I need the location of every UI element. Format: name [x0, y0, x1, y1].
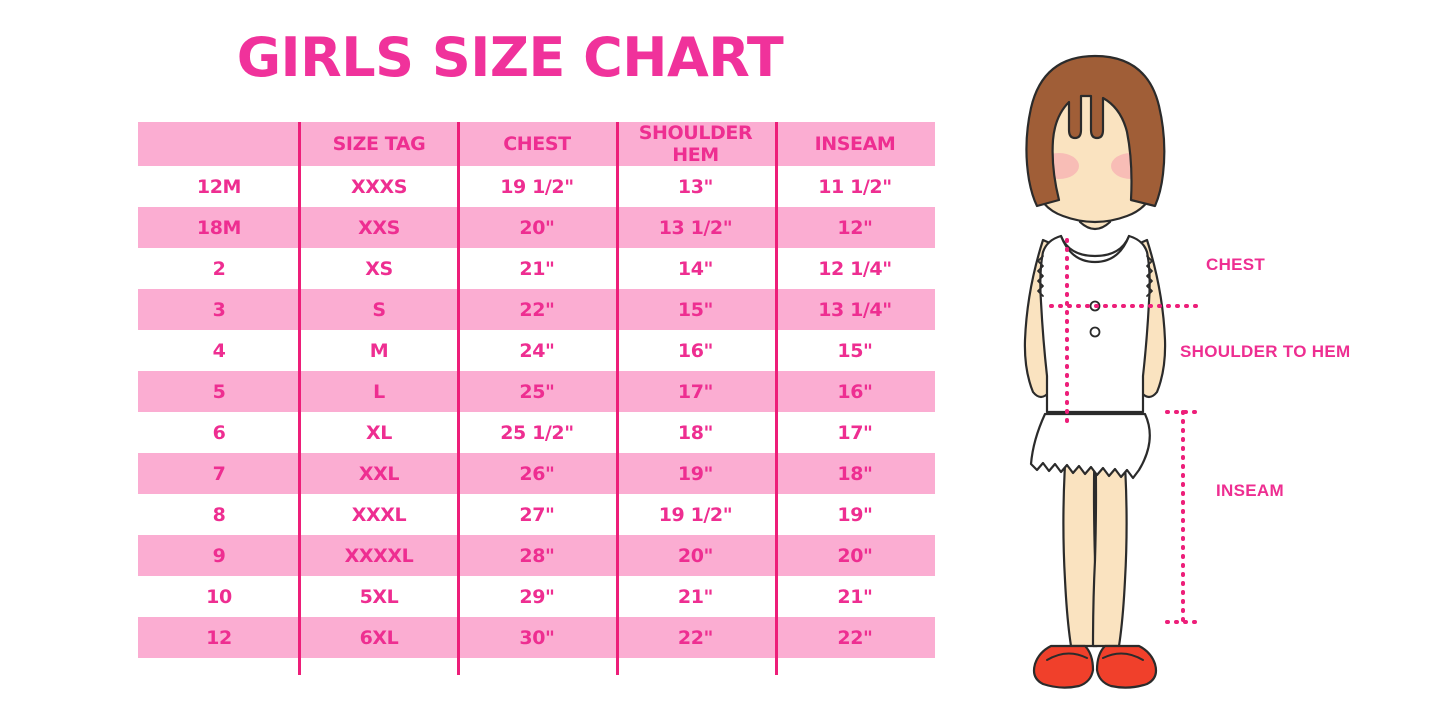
cell-inseam: 19": [775, 494, 935, 535]
cell-chest: 24": [458, 330, 616, 371]
cell-age: 6: [138, 412, 300, 453]
cell-chest: 22": [458, 289, 616, 330]
cell-inseam: 20": [775, 535, 935, 576]
table-row: 5 L 25" 17" 16": [138, 371, 935, 412]
cell-size-tag: XS: [300, 248, 458, 289]
cell-chest: 21": [458, 248, 616, 289]
cell-shoulder-hem: 19 1/2": [616, 494, 775, 535]
page-title: GIRLS SIZE CHART: [236, 26, 784, 89]
table-row: 7 XXL 26" 19" 18": [138, 453, 935, 494]
button-icon: [1089, 326, 1101, 338]
cell-age: 4: [138, 330, 300, 371]
cell-chest: 25 1/2": [458, 412, 616, 453]
cell-shoulder-hem: 13": [616, 166, 775, 207]
cell-age: 18M: [138, 207, 300, 248]
table-row: 12 6XL 30" 22" 22": [138, 617, 935, 658]
cell-chest: 26": [458, 453, 616, 494]
table-row: 6 XL 25 1/2" 18" 17": [138, 412, 935, 453]
column-header-inseam: INSEAM: [775, 122, 935, 166]
table-row: 9 XXXXL 28" 20" 20": [138, 535, 935, 576]
cell-chest: 30": [458, 617, 616, 658]
cell-age: 5: [138, 371, 300, 412]
cell-shoulder-hem: 15": [616, 289, 775, 330]
cell-inseam: 11 1/2": [775, 166, 935, 207]
cell-shoulder-hem: 21": [616, 576, 775, 617]
table-body: 12M XXXS 19 1/2" 13" 11 1/2" 18M XXS 20"…: [138, 166, 935, 658]
table-row: 12M XXXS 19 1/2" 13" 11 1/2": [138, 166, 935, 207]
callout-inseam: INSEAM: [1216, 481, 1284, 500]
cell-chest: 20": [458, 207, 616, 248]
table-row: 3 S 22" 15" 13 1/4": [138, 289, 935, 330]
cell-inseam: 12 1/4": [775, 248, 935, 289]
cell-shoulder-hem: 13 1/2": [616, 207, 775, 248]
cell-age: 3: [138, 289, 300, 330]
cell-size-tag: S: [300, 289, 458, 330]
size-chart-table: SIZE TAG CHEST SHOULDER HEM INSEAM 12M X…: [138, 122, 935, 658]
cell-size-tag: L: [300, 371, 458, 412]
cell-age: 9: [138, 535, 300, 576]
cell-size-tag: M: [300, 330, 458, 371]
callout-chest: CHEST: [1206, 255, 1266, 274]
cell-chest: 25": [458, 371, 616, 412]
cell-inseam: 16": [775, 371, 935, 412]
cell-age: 12M: [138, 166, 300, 207]
cell-chest: 29": [458, 576, 616, 617]
cell-shoulder-hem: 22": [616, 617, 775, 658]
cell-size-tag: 5XL: [300, 576, 458, 617]
cell-chest: 19 1/2": [458, 166, 616, 207]
callout-shoulder-to-hem: SHOULDER TO HEM: [1180, 342, 1351, 361]
cell-size-tag: XXXXL: [300, 535, 458, 576]
table-row: 18M XXS 20" 13 1/2" 12": [138, 207, 935, 248]
cell-shoulder-hem: 19": [616, 453, 775, 494]
column-header-size-tag: SIZE TAG: [300, 122, 458, 166]
cell-inseam: 13 1/4": [775, 289, 935, 330]
size-chart-table-container: SIZE TAG CHEST SHOULDER HEM INSEAM 12M X…: [138, 122, 935, 675]
column-header-age: [138, 122, 300, 166]
cell-age: 7: [138, 453, 300, 494]
cell-inseam: 12": [775, 207, 935, 248]
cell-chest: 28": [458, 535, 616, 576]
cell-inseam: 17": [775, 412, 935, 453]
cell-shoulder-hem: 20": [616, 535, 775, 576]
cell-shoulder-hem: 17": [616, 371, 775, 412]
cell-inseam: 22": [775, 617, 935, 658]
cell-inseam: 15": [775, 330, 935, 371]
column-header-chest: CHEST: [458, 122, 616, 166]
cell-size-tag: XXS: [300, 207, 458, 248]
cell-chest: 27": [458, 494, 616, 535]
cell-age: 2: [138, 248, 300, 289]
cell-size-tag: 6XL: [300, 617, 458, 658]
cell-shoulder-hem: 16": [616, 330, 775, 371]
cell-inseam: 18": [775, 453, 935, 494]
table-header-row: SIZE TAG CHEST SHOULDER HEM INSEAM: [138, 122, 935, 166]
cell-size-tag: XXL: [300, 453, 458, 494]
table-header: SIZE TAG CHEST SHOULDER HEM INSEAM: [138, 122, 935, 166]
cell-shoulder-hem: 14": [616, 248, 775, 289]
cell-inseam: 21": [775, 576, 935, 617]
table-row: 2 XS 21" 14" 12 1/4": [138, 248, 935, 289]
cell-age: 10: [138, 576, 300, 617]
girl-illustration: [985, 40, 1275, 690]
cell-age: 12: [138, 617, 300, 658]
table-row: 4 M 24" 16" 15": [138, 330, 935, 371]
cell-size-tag: XL: [300, 412, 458, 453]
cell-shoulder-hem: 18": [616, 412, 775, 453]
table-row: 8 XXXL 27" 19 1/2" 19": [138, 494, 935, 535]
cell-size-tag: XXXS: [300, 166, 458, 207]
table-row: 10 5XL 29" 21" 21": [138, 576, 935, 617]
cell-age: 8: [138, 494, 300, 535]
column-header-shoulder-hem: SHOULDER HEM: [616, 122, 775, 166]
cell-size-tag: XXXL: [300, 494, 458, 535]
